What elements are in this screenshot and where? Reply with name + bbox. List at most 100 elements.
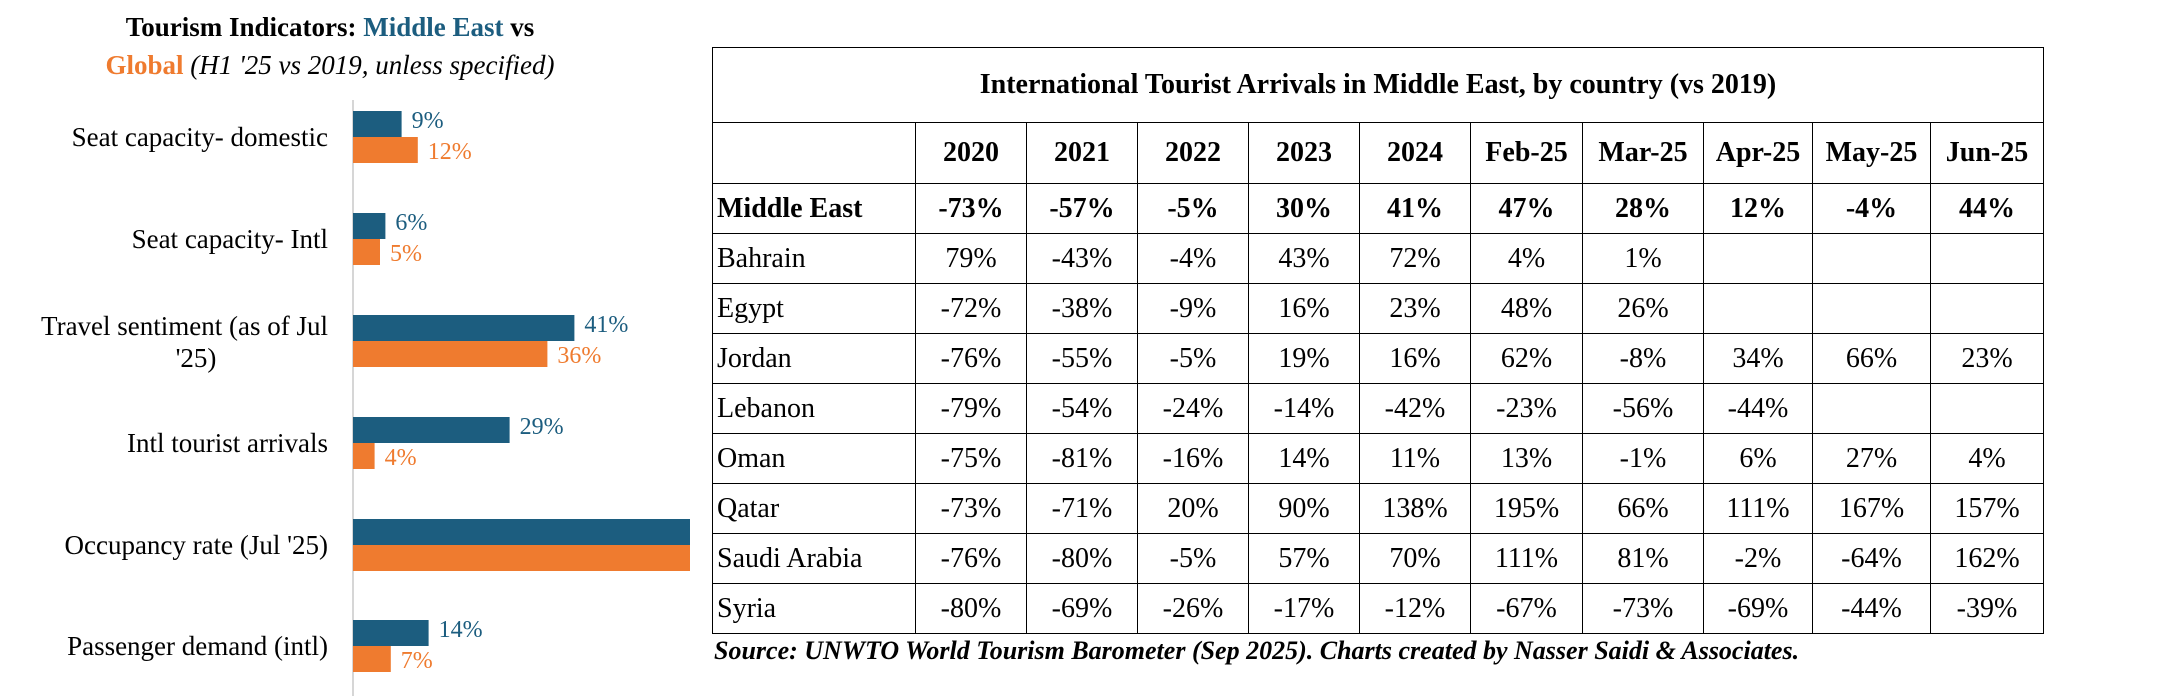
value-cell: -24% [1137, 383, 1249, 434]
country-cell: Saudi Arabia [712, 533, 916, 584]
value-cell: 57% [1248, 533, 1360, 584]
value-cell: -76% [915, 533, 1027, 584]
arrivals-table-panel: International Tourist Arrivals in Middle… [712, 47, 2044, 634]
table-title: International Tourist Arrivals in Middle… [712, 47, 2044, 123]
value-cell: 62% [1470, 333, 1583, 384]
category-label: Intl tourist arrivals [127, 428, 328, 458]
country-cell: Egypt [712, 283, 916, 334]
country-cell: Bahrain [712, 233, 916, 284]
value-cell: -54% [1026, 383, 1138, 434]
category-label: Passenger demand (intl) [67, 631, 328, 661]
data-label-middle-east: 29% [520, 414, 564, 440]
category-label: Seat capacity- domestic [72, 122, 328, 152]
value-cell [1930, 383, 2044, 434]
value-cell: 19% [1248, 333, 1360, 384]
value-cell: -69% [1703, 583, 1813, 634]
value-cell: -69% [1026, 583, 1138, 634]
table-row: Oman -75% -81% -16% 14% 11% 13% -1% 6% 27% 4% [712, 433, 2044, 484]
value-cell: -9% [1137, 283, 1249, 334]
chart-title-middle-east: Middle East [363, 12, 504, 42]
value-cell: -72% [915, 283, 1027, 334]
value-cell: 1% [1582, 233, 1704, 284]
arrivals-table: International Tourist Arrivals in Middle… [712, 47, 2044, 634]
bar-chart: Seat capacity- domestic 9% 12% Seat capacit… [41, 100, 690, 696]
value-cell: -67% [1470, 583, 1583, 634]
value-cell: -5% [1137, 183, 1249, 234]
value-cell: 28% [1582, 183, 1704, 234]
bar-global [353, 545, 690, 571]
value-cell: -73% [915, 483, 1027, 534]
value-cell: 66% [1812, 333, 1931, 384]
value-cell: 26% [1582, 283, 1704, 334]
bar-global [353, 341, 548, 367]
value-cell: 13% [1470, 433, 1583, 484]
data-label-middle-east: 6% [395, 210, 427, 236]
data-label-middle-east: 41% [584, 312, 628, 338]
column-header: Jun-25 [1930, 122, 2044, 184]
value-cell: -80% [915, 583, 1027, 634]
value-cell: -5% [1137, 333, 1249, 384]
value-cell: 167% [1812, 483, 1931, 534]
value-cell: -56% [1582, 383, 1704, 434]
bar-middle-east [353, 315, 575, 341]
value-cell [1812, 283, 1931, 334]
data-label-global: 7% [401, 648, 433, 674]
value-cell: 90% [1248, 483, 1360, 534]
value-cell [1812, 233, 1931, 284]
chart-subtitle: (H1 '25 vs 2019, unless specified) [183, 50, 555, 80]
value-cell [1930, 283, 2044, 334]
value-cell: -16% [1137, 433, 1249, 484]
data-label-global: 36% [557, 343, 601, 369]
value-cell: 48% [1470, 283, 1583, 334]
bar-global [353, 239, 380, 265]
value-cell: -64% [1812, 533, 1931, 584]
value-cell: -80% [1026, 533, 1138, 584]
column-header: Feb-25 [1470, 122, 1583, 184]
value-cell: 66% [1582, 483, 1704, 534]
bar-global [353, 443, 375, 469]
column-header: 2021 [1026, 122, 1138, 184]
category-label: Seat capacity- Intl [132, 224, 328, 254]
table-row: Syria -80% -69% -26% -17% -12% -67% -73% -69% -44… [712, 583, 2044, 634]
value-cell: 79% [915, 233, 1027, 284]
value-cell: -14% [1248, 383, 1360, 434]
value-cell: -17% [1248, 583, 1360, 634]
bar-global [353, 137, 418, 163]
value-cell: 6% [1703, 433, 1813, 484]
data-label-middle-east: 14% [439, 617, 483, 643]
country-cell: Oman [712, 433, 916, 484]
value-cell: -75% [915, 433, 1027, 484]
data-label-global: 12% [428, 139, 472, 165]
value-cell: 16% [1359, 333, 1471, 384]
value-cell: -73% [915, 183, 1027, 234]
country-cell: Middle East [712, 183, 916, 234]
table-row: Qatar -73% -71% 20% 90% 138% 195% 66% 111% 167% 15… [712, 483, 2044, 534]
table-row: Saudi Arabia -76% -80% -5% 57% 70% 111% 81% -2% -… [712, 533, 2044, 584]
data-label-middle-east: 9% [412, 108, 444, 134]
value-cell: 44% [1930, 183, 2044, 234]
value-cell: 111% [1703, 483, 1813, 534]
header-blank-cell [712, 122, 916, 184]
table-row: Jordan -76% -55% -5% 19% 16% 62% -8% 34% 66% 23% [712, 333, 2044, 384]
column-header: Mar-25 [1582, 122, 1704, 184]
value-cell: 81% [1582, 533, 1704, 584]
country-cell: Jordan [712, 333, 916, 384]
bar-middle-east [353, 111, 402, 137]
value-cell: 30% [1248, 183, 1360, 234]
table-row-middle-east: Middle East -73% -57% -5% 30% 41% 47% 28% 12% -4%… [712, 183, 2044, 234]
table-header-row: 2020 2021 2022 2023 2024 Feb-25 Mar-25 Apr-25 Ma… [712, 122, 2044, 184]
value-cell: 111% [1470, 533, 1583, 584]
value-cell: 23% [1930, 333, 2044, 384]
value-cell: -5% [1137, 533, 1249, 584]
value-cell: -44% [1812, 583, 1931, 634]
value-cell: -26% [1137, 583, 1249, 634]
value-cell: 16% [1248, 283, 1360, 334]
value-cell: 41% [1359, 183, 1471, 234]
column-header: 2022 [1137, 122, 1249, 184]
value-cell [1812, 383, 1931, 434]
value-cell: -8% [1582, 333, 1704, 384]
value-cell: -73% [1582, 583, 1704, 634]
chart-title: Tourism Indicators: Middle East vs Globa… [10, 8, 650, 84]
indicator-chart-panel: Tourism Indicators: Middle East vs Globa… [0, 0, 690, 696]
source-note: Source: UNWTO World Tourism Barometer (S… [714, 636, 1800, 665]
